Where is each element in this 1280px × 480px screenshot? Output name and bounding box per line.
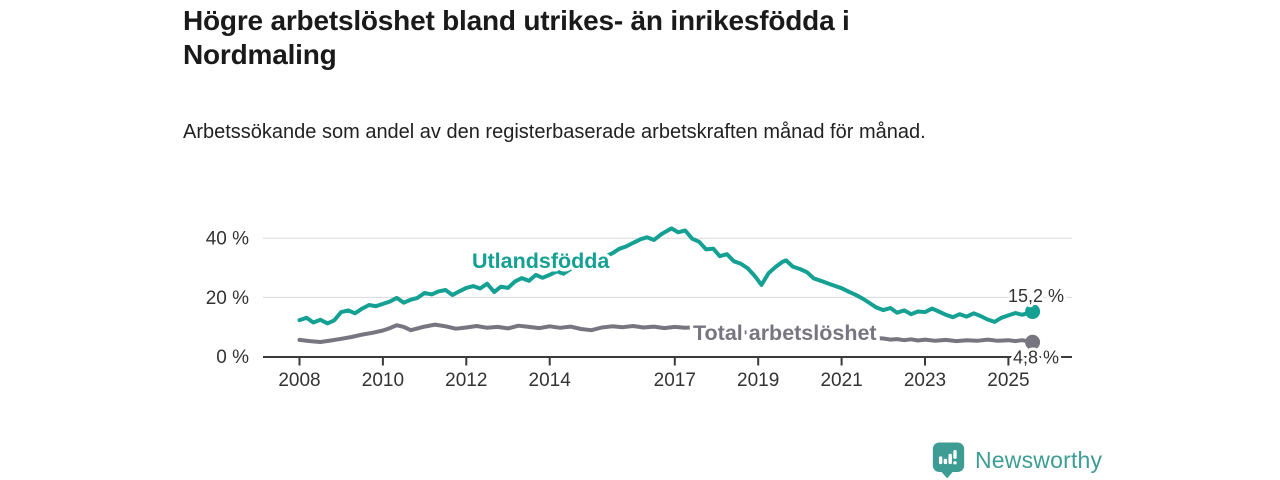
newsworthy-chart-bubble-icon xyxy=(932,442,965,479)
x-axis: 2008 2010 2012 2014 2017 2019 2021 2023 2025 xyxy=(263,356,1072,391)
x-tick-label: 2025 xyxy=(987,370,1029,391)
page-title: Högre arbetslöshet bland utrikes- än inr… xyxy=(183,5,850,70)
line-total-arbetsl-shet xyxy=(297,322,1035,345)
x-tick-label: 2014 xyxy=(529,370,572,391)
newsworthy-logo: Newsworthy xyxy=(931,441,1102,479)
x-tick-label: 2008 xyxy=(278,370,320,391)
line-utlandsf-dda xyxy=(297,226,1035,326)
x-tick-label: 2017 xyxy=(654,370,696,391)
x-tick-label: 2023 xyxy=(904,370,946,391)
end-value-label-utlandsfodda: 15,2 % xyxy=(1008,286,1064,306)
series-label-total: Total arbetslöshet xyxy=(693,321,877,345)
x-tick-label: 2021 xyxy=(820,370,862,391)
y-tick-label: 0 % xyxy=(216,347,249,368)
series-lines xyxy=(297,226,1041,350)
x-tick-label: 2010 xyxy=(362,370,404,391)
end-value-label-total: 4,8 % xyxy=(1013,348,1059,368)
y-tick-label: 20 % xyxy=(206,288,249,309)
end-dot xyxy=(1025,334,1041,350)
y-tick-label: 40 % xyxy=(206,229,249,250)
newsworthy-wordmark: Newsworthy xyxy=(975,446,1103,473)
gridlines: 0 % 20 % 40 % xyxy=(206,229,1072,368)
page-subtitle: Arbetssökande som andel av den registerb… xyxy=(183,121,926,143)
end-dot xyxy=(1025,304,1041,320)
x-tick-label: 2019 xyxy=(737,370,779,391)
x-tick-label: 2012 xyxy=(445,370,487,391)
series-label-utlandsfodda: Utlandsfödda xyxy=(472,249,610,273)
